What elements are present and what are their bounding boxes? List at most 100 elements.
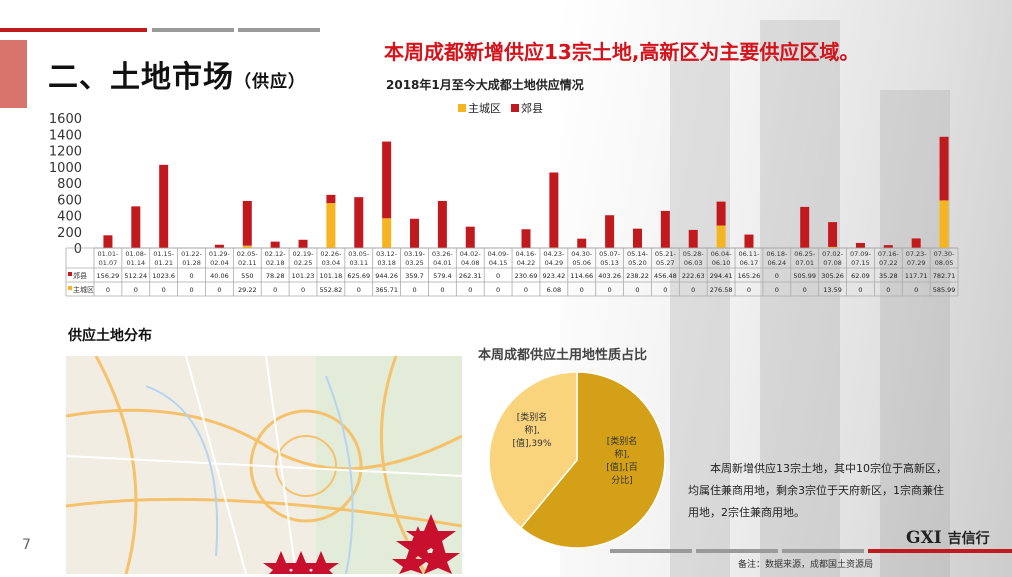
x-category-label: 07.15 [851,259,870,267]
x-category-label: 07.16- [878,250,900,258]
x-category-label: 01.21 [154,259,173,267]
y-tick-label: 800 [57,177,82,192]
pie-chart [488,371,666,549]
y-tick-label: 0 [74,242,82,257]
bar-suburb [103,235,113,248]
page-number: 7 [22,537,31,553]
x-category-label: 03.18 [377,259,396,267]
supply-markers [263,514,460,574]
bar-main-district [716,225,726,248]
table-cell-value: 165.26 [738,272,761,280]
x-category-label: 07.09- [850,250,872,258]
table-cell-value: 78.28 [266,272,285,280]
x-category-label: 03.11 [349,259,368,267]
x-category-label: 05.21- [655,250,677,258]
bar-suburb [131,206,141,248]
table-cell-value: 0 [775,272,779,280]
headline: 本周成都新增供应13宗土地,高新区为主要供应区域。 [384,40,860,64]
bar-suburb [688,229,698,248]
x-category-label: 06.24 [768,259,787,267]
table-cell-value: 0 [273,286,277,294]
x-category-label: 03.12- [376,250,398,258]
bar-suburb [716,201,726,226]
table-cell-value: 403.26 [598,272,621,280]
table-cell-value: 0 [691,286,695,294]
table-cell-value: 101.18 [320,272,343,280]
bar-suburb [911,238,921,248]
table-cell-value: 0 [580,286,584,294]
table-cell-value: 156.29 [97,272,120,280]
page-title: 二、土地市场（供应） [48,52,306,96]
x-category-label: 02.18 [266,259,285,267]
table-legend-key [68,272,72,276]
x-category-label: 04.16- [516,250,538,258]
left-accent-block [0,40,27,108]
x-category-label: 01.01- [97,250,119,258]
table-cell-value: 0 [468,286,472,294]
bar-suburb [214,244,224,248]
x-category-label: 06.11- [738,250,760,258]
x-category-label: 01.08- [125,250,147,258]
x-category-label: 04.01 [433,259,452,267]
table-cell-value: 944.26 [375,272,398,280]
table-cell-value: 1023.6 [152,272,175,280]
x-category-label: 07.29 [907,259,926,267]
bar-main-district [242,245,252,248]
table-cell-value: 230.69 [515,272,538,280]
table-cell-value: 101.23 [292,272,315,280]
x-category-label: 04.02- [460,250,482,258]
table-cell-value: 512.24 [124,272,147,280]
table-cell-value: 923.42 [542,272,565,280]
bar-suburb [660,210,670,248]
table-cell-value: 0 [357,286,361,294]
x-category-label: 03.19- [404,250,426,258]
table-cell-value: 585.99 [933,286,956,294]
table-cell-value: 0 [803,286,807,294]
table-cell-value: 365.71 [375,286,398,294]
table-cell-value: 0 [914,286,918,294]
pie-label-minor: [类别名称], [值],39% [510,412,554,451]
table-cell-value: 40.06 [210,272,229,280]
table-cell-value: 505.99 [793,272,816,280]
top-bar-red [0,28,147,32]
bar-suburb [242,200,252,246]
bottom-bar-gray-3 [782,549,864,553]
table-cell-value: 294.41 [710,272,733,280]
x-category-label: 03.26- [432,250,454,258]
bar-suburb [800,206,810,248]
table-legend-key [68,286,72,290]
pie-title: 本周成都供应土用地性质占比 [478,348,648,363]
x-category-label: 02.11 [238,259,257,267]
table-cell-value: 0 [886,286,890,294]
x-category-label: 06.25- [794,250,816,258]
x-category-label: 07.02- [822,250,844,258]
x-category-label: 03.05- [348,250,370,258]
bar-suburb [437,200,447,248]
x-category-label: 04.30- [571,250,593,258]
map-graphic [66,356,462,574]
pie-label-line: [值],39% [512,439,552,449]
bar-main-district [382,218,392,248]
pie-slice-major [519,371,666,549]
bar-suburb [354,197,364,248]
bottom-bar-red [868,549,1012,553]
table-cell-value: 62.09 [851,272,870,280]
x-category-label: 01.29- [209,250,231,258]
top-bar-gray-2 [238,28,320,32]
table-cell-value: 0 [440,286,444,294]
x-category-label: 05.20 [628,259,647,267]
pie-label-line: [类别名 [516,413,548,423]
table-cell-value: 0 [189,286,193,294]
bar-suburb [744,234,754,248]
x-category-label: 07.23- [906,250,928,258]
table-cell-value: 359.7 [405,272,424,280]
table-cell-value: 0 [412,286,416,294]
table-cell-value: 0 [496,272,500,280]
x-category-label: 01.22- [181,250,203,258]
bar-main-district [326,203,336,248]
legend-label-suburb: 郊县 [521,102,543,115]
x-category-label: 01.07 [99,259,118,267]
pie-label-line: 称], [524,426,540,436]
pie-label-line: [类别名 [606,437,638,447]
bar-suburb [549,172,559,248]
